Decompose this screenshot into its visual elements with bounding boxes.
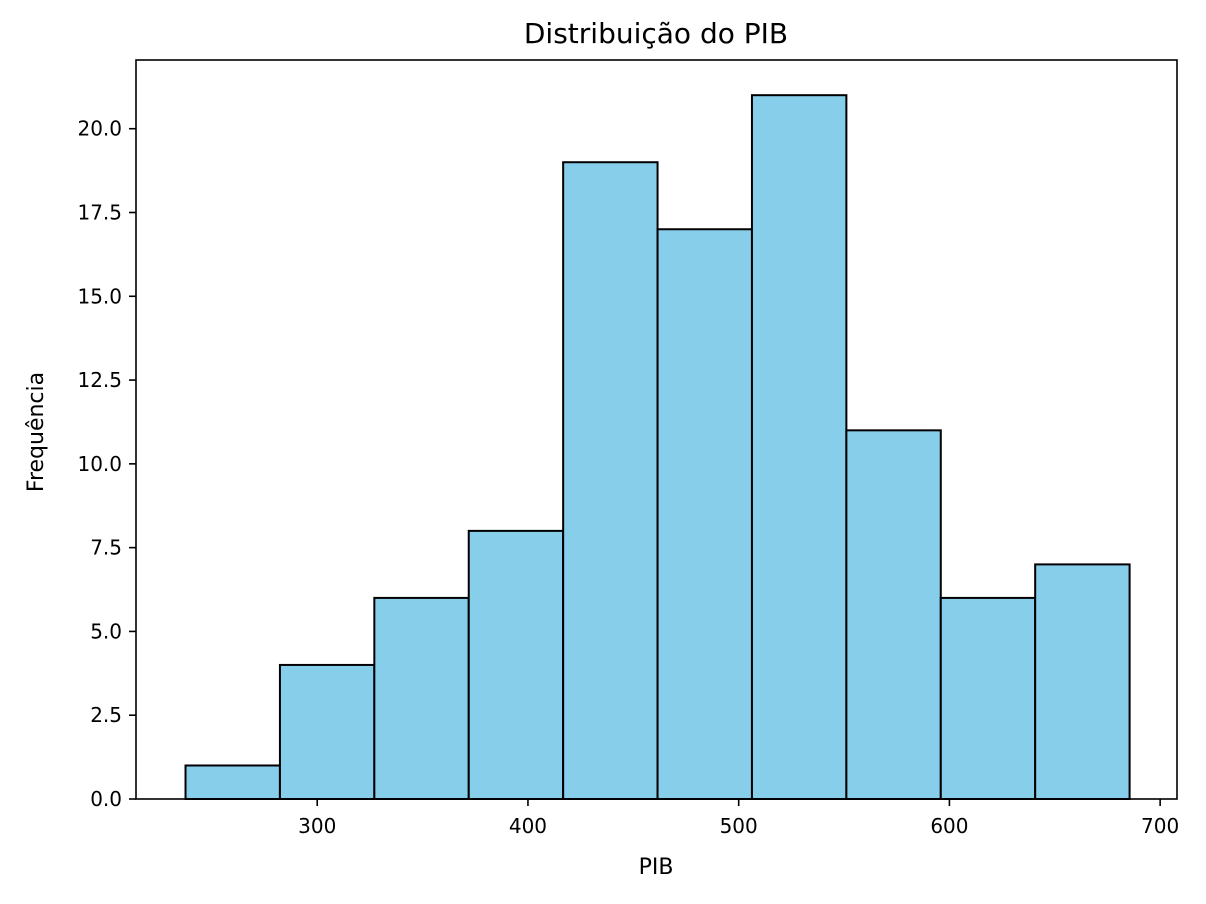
y-axis: 0.0 2.5 5.0 7.5 10.0 12.5 15.0 17.5 20.0 [77, 117, 136, 811]
plot-frame [135, 59, 1178, 800]
chart-title: Distribuição do PIB [524, 17, 788, 50]
x-tick-label: 700 [1141, 814, 1179, 838]
y-tick-label: 12.5 [77, 368, 122, 392]
y-tick-label: 0.0 [90, 787, 122, 811]
y-tick-label: 5.0 [90, 619, 122, 643]
y-tick-label: 2.5 [90, 703, 122, 727]
x-tick-label: 500 [720, 814, 758, 838]
y-tick-label: 20.0 [77, 117, 122, 141]
x-tick-label: 400 [509, 814, 547, 838]
y-tick-label: 15.0 [77, 284, 122, 308]
histogram-bar [845, 429, 942, 800]
histogram-bar [562, 161, 659, 801]
histogram-bar [939, 596, 1037, 800]
y-tick-label: 10.0 [77, 452, 122, 476]
histogram-bar [1034, 563, 1131, 801]
x-axis-label: PIB [639, 855, 674, 880]
histogram-bar [750, 94, 848, 800]
y-tick-label: 17.5 [77, 200, 122, 224]
histogram-bar [184, 764, 281, 800]
x-tick-label: 600 [930, 814, 968, 838]
histogram-bar [373, 596, 470, 800]
y-axis-label: Frequência [24, 372, 49, 492]
histogram-bar [656, 228, 753, 800]
histogram-bar [278, 663, 376, 800]
x-tick-label: 300 [298, 814, 336, 838]
x-axis: 300 400 500 600 700 [298, 799, 1179, 838]
histogram-bar [467, 529, 565, 800]
y-tick-label: 7.5 [90, 536, 122, 560]
bars-layer [184, 94, 1131, 801]
